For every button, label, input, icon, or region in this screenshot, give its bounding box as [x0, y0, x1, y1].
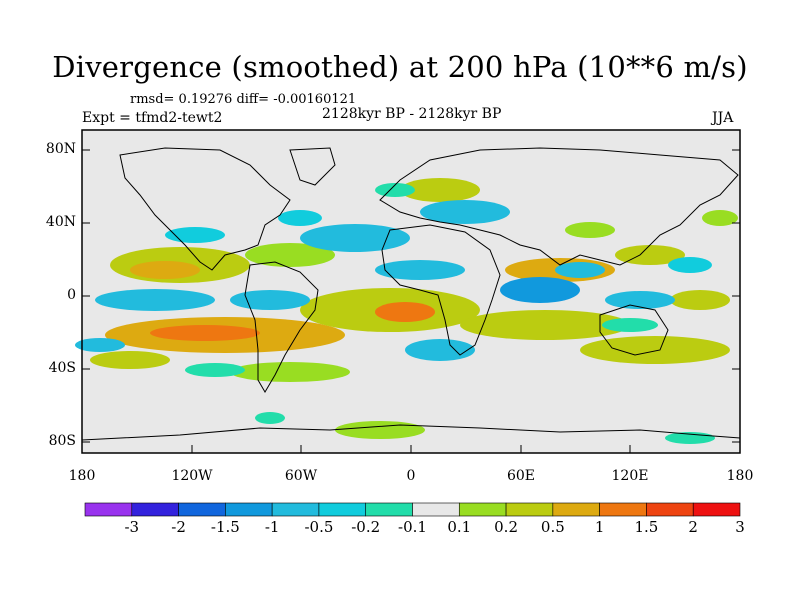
africa-coast: [381, 224, 501, 356]
lat-label: 0: [67, 287, 76, 303]
colorbar-label: -0.2: [351, 518, 381, 536]
field-blob: [150, 325, 260, 341]
field-blob: [500, 277, 580, 303]
lat-label: 40S: [48, 360, 76, 376]
greenland-coast: [289, 147, 336, 186]
colorbar-swatch: [599, 502, 647, 517]
stats-text: rmsd= 0.19276 diff= -0.00160121: [130, 92, 357, 107]
period-label: 2128kyr BP - 2128kyr BP: [322, 106, 502, 122]
colorbar-label: 0.5: [540, 518, 565, 536]
lat-label: 80S: [48, 433, 76, 449]
colorbar: [84, 502, 741, 517]
colorbar-label: 0.2: [494, 518, 518, 536]
colorbar-label: -3: [124, 518, 140, 536]
coastlines: [81, 147, 741, 441]
field-blob: [420, 200, 510, 224]
divergence-field: [75, 178, 738, 444]
lat-ticks: [82, 149, 740, 443]
antarctica-coast: [81, 424, 741, 441]
colorbar-swatch: [84, 502, 133, 517]
field-blob: [245, 243, 335, 267]
field-blob: [615, 245, 685, 265]
field-blob: [668, 257, 712, 273]
field-blob: [460, 310, 630, 340]
field-blob: [375, 260, 465, 280]
field-blob: [95, 289, 215, 311]
lon-label: 60W: [284, 468, 318, 484]
season-label: JJA: [712, 110, 734, 126]
lon-label: 180: [68, 468, 96, 484]
south-america-coast: [244, 261, 319, 393]
lon-label: 120W: [171, 468, 213, 484]
colorbar-swatch: [178, 502, 226, 517]
field-blob: [400, 178, 480, 202]
colorbar-swatch: [365, 502, 413, 517]
lon-ticks: [81, 445, 741, 453]
field-blob: [300, 224, 410, 252]
colorbar-swatch: [505, 502, 554, 517]
north-america-coast: [119, 147, 291, 271]
colorbar-label: 0.1: [447, 518, 472, 536]
colorbar-label: 3: [735, 518, 745, 536]
colorbar-label: -0.1: [398, 518, 427, 536]
field-blob: [255, 412, 285, 424]
colorbar-label: -1: [264, 518, 280, 536]
field-blob: [405, 339, 475, 361]
field-blob: [602, 318, 658, 332]
eurasia-coast: [379, 147, 739, 266]
field-blob: [555, 262, 605, 278]
map-title: Divergence (smoothed) at 200 hPa (10**6 …: [52, 50, 748, 84]
colorbar-swatch: [412, 502, 460, 517]
lon-label: 120E: [611, 468, 649, 484]
colorbar-swatch: [552, 502, 600, 517]
field-blob: [565, 222, 615, 238]
lat-label: 80N: [45, 141, 76, 157]
lon-label: 60E: [506, 468, 536, 484]
colorbar-swatch: [646, 502, 694, 517]
lat-label: 40N: [45, 214, 76, 230]
field-blob: [335, 421, 425, 439]
lon-label: 180: [726, 468, 754, 484]
colorbar-swatch: [225, 502, 273, 517]
colorbar-swatch: [131, 502, 179, 517]
field-blob: [375, 183, 415, 197]
colorbar-label: 1.5: [634, 518, 659, 536]
field-blob: [375, 302, 435, 322]
australia-coast: [599, 304, 669, 356]
field-blob: [230, 362, 350, 382]
field-blob: [130, 261, 200, 279]
field-blob: [185, 363, 245, 377]
colorbar-label: 1: [594, 518, 605, 536]
field-blob: [702, 210, 738, 226]
lon-label: 0: [406, 468, 416, 484]
field-blob: [75, 338, 125, 352]
field-blob: [90, 351, 170, 369]
colorbar-label: -2: [171, 518, 186, 536]
field-blob: [580, 336, 730, 364]
field-blob: [278, 210, 322, 226]
colorbar-label: -1.5: [210, 518, 240, 536]
field-blob: [230, 290, 310, 310]
experiment-label: Expt = tfmd2-tewt2: [82, 110, 223, 126]
colorbar-label: -0.5: [304, 518, 334, 536]
colorbar-swatch: [458, 502, 507, 517]
field-blob: [670, 290, 730, 310]
field-blob: [605, 291, 675, 309]
colorbar-swatch: [271, 502, 320, 517]
colorbar-swatch: [318, 502, 367, 517]
field-blob: [165, 227, 225, 243]
colorbar-label: 2: [688, 518, 698, 536]
colorbar-swatch: [692, 502, 741, 517]
